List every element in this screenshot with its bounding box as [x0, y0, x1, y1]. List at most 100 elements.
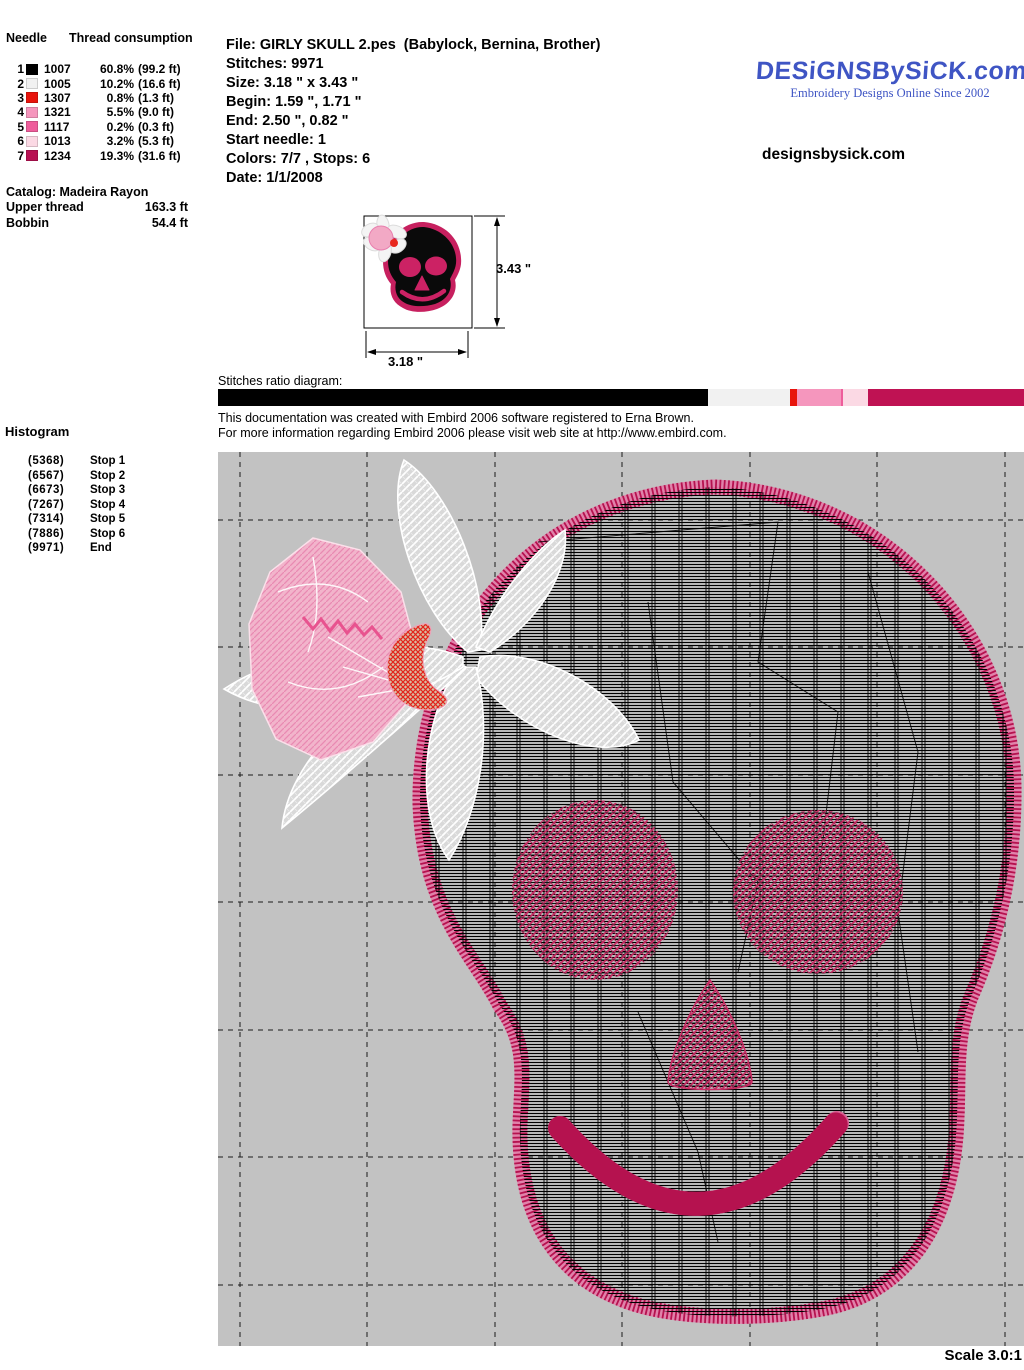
- thread-row: 7 1234 19.3% (31.6 ft): [6, 148, 216, 163]
- stop-stitch-count: (7267): [28, 498, 65, 511]
- thread-code: 1234: [44, 148, 71, 163]
- website-text: designsbysick.com: [762, 146, 906, 163]
- mini-rose: [368, 225, 394, 251]
- thumbnail-art: [361, 214, 462, 312]
- stitch-preview-area: [218, 452, 1024, 1346]
- design-thumbnail: [361, 214, 505, 358]
- mini-nose: [414, 275, 430, 291]
- thread-length: (5.3 ft): [138, 134, 174, 149]
- histogram-entry: (6673) Stop 3: [28, 484, 125, 499]
- ratio-segment: [841, 389, 843, 406]
- mini-flower-center: [390, 239, 398, 247]
- thread-code: 1321: [44, 105, 71, 120]
- thread-code: 1307: [44, 90, 71, 105]
- stop-stitch-count: (6567): [28, 469, 65, 482]
- rose-stamens: [301, 616, 384, 640]
- catalog-line: Catalog: Madeira Rayon: [6, 185, 149, 199]
- histogram-entry: (7267) Stop 4: [28, 499, 125, 514]
- thread-row: 3 1307 0.8% (1.3 ft): [6, 91, 216, 105]
- thread-length: (31.6 ft): [138, 148, 181, 163]
- ratio-segment: [868, 389, 1024, 406]
- ratio-segment: [796, 389, 842, 406]
- mini-right-eye: [425, 256, 447, 276]
- thread-percent: 3.2%: [106, 134, 134, 149]
- stop-label: Stop 6: [90, 527, 126, 540]
- file-info-line: Date: 1/1/2008: [226, 170, 323, 186]
- upper-thread-label: Upper thread: [6, 200, 84, 214]
- needle-number: 3: [17, 90, 24, 105]
- height-dimension-label: 3.43 ": [496, 261, 532, 276]
- histogram-entry: (6567) Stop 2: [28, 470, 125, 485]
- thread-percent: 5.5%: [106, 105, 134, 120]
- scale-label: Scale 3.0:1: [944, 1347, 1022, 1364]
- needle-number: 2: [17, 76, 24, 91]
- needle-number: 1: [17, 62, 24, 77]
- thread-length: (9.0 ft): [138, 105, 174, 120]
- thread-percent: 60.8%: [99, 62, 134, 77]
- stitch-preview-svg: [218, 452, 1024, 1346]
- ratio-segment: [218, 389, 709, 406]
- file-info-line: Colors: 7/7 , Stops: 6: [226, 151, 371, 167]
- thread-length: (1.3 ft): [138, 90, 174, 105]
- needle-number: 4: [17, 105, 24, 120]
- stitches-ratio-bar: [218, 389, 1024, 406]
- skull-smile: [548, 1111, 849, 1216]
- flower-rose: [248, 537, 418, 761]
- thread-color-swatch: [26, 121, 38, 133]
- stop-label: End: [90, 542, 112, 554]
- thread-percent: 19.3%: [99, 148, 134, 163]
- arrow-left-icon: [367, 349, 376, 355]
- thread-row: 2 1005 10.2% (16.6 ft): [6, 76, 216, 91]
- stop-label: Stop 3: [90, 484, 126, 496]
- embird-note-line1: This documentation was created with Embi…: [218, 411, 694, 425]
- histogram-entry: (7314) Stop 5: [28, 513, 125, 528]
- needle-column-header: Needle: [6, 31, 47, 45]
- thread-row: 4 1321 5.5% (9.0 ft): [6, 105, 216, 119]
- file-info-line: File: GIRLY SKULL 2.pes (Babylock, Berni…: [226, 37, 601, 53]
- stop-label: Stop 1: [90, 455, 126, 467]
- file-info-line: Start needle: 1: [226, 132, 326, 148]
- file-info-line: End: 2.50 ", 0.82 ": [226, 113, 349, 129]
- histogram-title: Histogram: [5, 424, 70, 439]
- consumption-column-header: Thread consumption: [69, 31, 193, 45]
- thread-table-header: Needle Thread consumption: [6, 31, 193, 45]
- thread-percent: 0.8%: [106, 90, 134, 105]
- thread-row: 6 1013 3.2% (5.3 ft): [6, 134, 216, 148]
- thread-color-swatch: [26, 78, 38, 90]
- file-info-line: Begin: 1.59 ", 1.71 ": [226, 94, 362, 110]
- flower-art: [222, 458, 641, 862]
- needle-number: 6: [17, 134, 24, 149]
- thread-color-swatch: [26, 92, 38, 104]
- thread-percent: 0.2%: [106, 119, 134, 134]
- file-info-line: Stitches: 9971: [226, 56, 324, 72]
- upper-thread-row: Upper thread 163.3 ft: [6, 200, 188, 214]
- histogram-list: (5368) Stop 1 (6567) Stop 2 (6673) Stop 3 (726…: [28, 455, 125, 557]
- ratio-segment: [790, 389, 797, 406]
- thread-code: 1005: [44, 76, 71, 91]
- thread-code: 1117: [44, 119, 70, 134]
- thread-row: 5 1117 0.2% (0.3 ft): [6, 120, 216, 134]
- thread-row: 1 1007 60.8% (99.2 ft): [6, 62, 216, 76]
- arrow-right-icon: [458, 349, 467, 355]
- bobbin-value: 54.4 ft: [151, 216, 188, 230]
- thread-percent: 10.2%: [99, 76, 134, 91]
- width-dimension-label: 3.18 ": [388, 354, 424, 369]
- mini-smile: [399, 288, 447, 302]
- height-dimension-line: [474, 215, 505, 329]
- embird-note-line2: For more information regarding Embird 20…: [218, 425, 727, 440]
- stop-label: Stop 5: [90, 513, 126, 525]
- upper-thread-value: 163.3 ft: [144, 200, 188, 214]
- thread-length: (16.6 ft): [138, 76, 181, 91]
- stop-stitch-count: (7314): [28, 513, 65, 525]
- stop-label: Stop 2: [90, 469, 126, 482]
- stop-stitch-count: (5368): [28, 455, 65, 467]
- histogram-entry: (7886) Stop 6: [28, 528, 125, 543]
- ratio-diagram-label: Stitches ratio diagram:: [218, 374, 343, 388]
- thread-color-swatch: [26, 150, 38, 162]
- arrow-up-icon: [494, 217, 500, 226]
- thread-code: 1007: [44, 62, 71, 77]
- arrow-down-icon: [494, 318, 500, 327]
- thread-length: (99.2 ft): [138, 62, 181, 77]
- embird-note: This documentation was created with Embi…: [218, 411, 727, 440]
- histogram-entry: (5368) Stop 1: [28, 455, 125, 470]
